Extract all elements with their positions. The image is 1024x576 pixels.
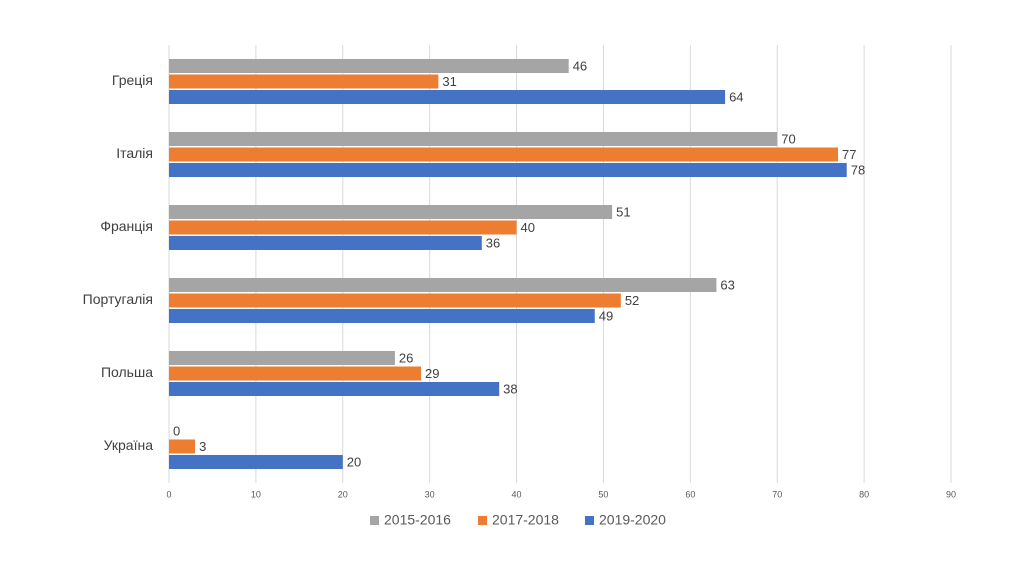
bar (169, 351, 395, 365)
x-tick-label: 70 (772, 489, 782, 499)
data-label: 64 (729, 89, 743, 104)
data-label: 3 (199, 439, 206, 454)
data-label: 40 (521, 220, 535, 235)
bar (169, 278, 717, 292)
data-label: 29 (425, 366, 439, 381)
data-label: 0 (173, 423, 180, 438)
y-tick-label: Греція (112, 72, 153, 88)
x-tick-label: 80 (859, 489, 869, 499)
x-tick-label: 90 (946, 489, 956, 499)
legend-label: 2019-2020 (599, 512, 666, 528)
data-label: 63 (720, 277, 734, 292)
bar (169, 455, 343, 469)
x-tick-label: 20 (338, 489, 348, 499)
data-label: 20 (347, 454, 361, 469)
data-label: 26 (399, 350, 413, 365)
data-label: 31 (442, 74, 456, 89)
data-label: 38 (503, 381, 517, 396)
data-label: 51 (616, 204, 630, 219)
data-label: 49 (599, 308, 613, 323)
bar (169, 236, 482, 250)
data-label: 78 (851, 162, 865, 177)
legend-swatch (370, 516, 379, 525)
bar (169, 366, 421, 381)
x-tick-label: 10 (251, 489, 261, 499)
data-label: 36 (486, 235, 500, 250)
data-label: 77 (842, 147, 856, 162)
y-tick-label: Україна (104, 437, 154, 453)
bar (169, 90, 726, 104)
legend-label: 2015-2016 (384, 512, 451, 528)
bar (169, 74, 439, 89)
bar (169, 439, 196, 454)
x-tick-label: 30 (425, 489, 435, 499)
legend-swatch (478, 516, 487, 525)
bar (169, 132, 778, 146)
bar (169, 163, 847, 177)
bar (169, 147, 839, 162)
data-label: 70 (781, 131, 795, 146)
x-tick-label: 60 (685, 489, 695, 499)
bar (169, 59, 569, 73)
data-label: 46 (573, 58, 587, 73)
y-tick-label: Франція (100, 218, 153, 234)
data-label: 52 (625, 293, 639, 308)
bar (169, 205, 613, 219)
y-tick-label: Італія (116, 145, 153, 161)
legend-label: 2017-2018 (492, 512, 559, 528)
y-tick-label: Португалія (83, 291, 153, 307)
y-tick-label: Польша (101, 364, 153, 380)
bar (169, 293, 621, 308)
x-tick-label: 50 (598, 489, 608, 499)
bar (169, 309, 595, 323)
bar (169, 382, 500, 396)
x-tick-label: 0 (166, 489, 171, 499)
x-tick-label: 40 (512, 489, 522, 499)
bar (169, 220, 517, 235)
legend-swatch (585, 516, 594, 525)
